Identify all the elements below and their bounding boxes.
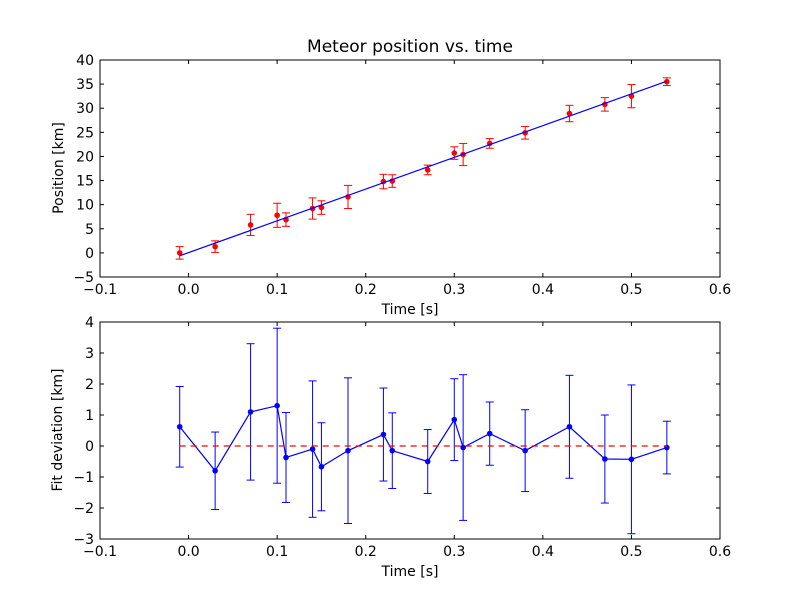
deviation-data-point [380,431,387,438]
deviation-data-point [283,454,289,461]
deviation-y-tick-label: 4 [85,315,94,331]
deviation-x-tick-label: 0.3 [443,544,465,560]
deviation-y-tick-label: 2 [85,377,94,393]
deviation-x-tick-label: 0.1 [266,544,288,560]
position-x-tick-label: 0.4 [532,282,554,298]
deviation-x-tick-label: 0.2 [355,544,377,560]
position-x-tick-label: −0.1 [83,282,117,298]
position-x-tick-label: 0.5 [620,282,642,298]
position-x-tick-label: 0.1 [266,282,288,298]
position-x-tick-label: 0.2 [355,282,377,298]
position-y-tick-label: 10 [76,198,94,214]
deviation-x-tick-label: 0.4 [532,544,554,560]
position-x-tick-label: 0.0 [177,282,199,298]
deviation-data-point [451,416,458,423]
position-data-point [212,243,218,250]
deviation-data-point [345,447,351,454]
deviation-data-point [274,402,280,409]
position-y-tick-label: 5 [85,222,94,238]
deviation-data-point [602,456,608,462]
deviation-y-tick-label: 3 [85,346,94,362]
deviation-data-point [318,463,325,470]
position-y-tick-label: 15 [76,174,94,190]
deviation-x-axis-label: Time [s] [381,564,439,580]
deviation-x-tick-label: −0.1 [83,544,117,560]
deviation-y-tick-label: −3 [73,532,94,548]
deviation-y-tick-label: −2 [73,501,94,517]
deviation-y-axis-label: Fit deviation [km] [50,368,66,491]
position-y-tick-label: −5 [73,270,94,286]
position-y-tick-label: 25 [76,125,94,141]
deviation-axes-frame [99,321,721,540]
position-y-tick-label: 0 [85,246,94,262]
position-y-tick-label: 20 [76,149,94,165]
deviation-chart: −0.1 0.0 0.1 0.2 0.3 0.4 0.5 0.6 −3 −2 −1 0 1 2 3 4 Tim… [50,315,731,580]
deviation-y-tick-label: −1 [73,470,94,486]
position-y-tick-label: 30 [76,101,94,117]
deviation-data-point [212,468,218,474]
position-x-axis-label: Time [s] [381,302,439,318]
deviation-data-point [389,447,396,454]
deviation-y-tick-label: 1 [85,408,94,424]
position-y-tick-label: 40 [76,53,94,69]
deviation-data-point [628,456,635,463]
deviation-x-tick-label: 0.6 [709,544,731,560]
position-y-axis-label: Position [km] [51,122,67,214]
position-plot-area: −0.1 0.0 0.1 0.2 0.3 0.4 0.5 0.6 −5 0 5 10 15 20 25 30 3… [73,53,731,298]
position-x-tick-label: 0.6 [709,282,731,298]
deviation-data-point [247,409,254,415]
deviation-plot-area: −0.1 0.0 0.1 0.2 0.3 0.4 0.5 0.6 −3 −2 −1 0 1 2 3 4 [73,315,731,560]
deviation-data-point [424,458,431,465]
position-axes-frame [99,59,721,278]
position-data-point [247,222,254,228]
position-chart-title: Meteor position vs. time [307,37,513,57]
deviation-x-tick-label: 0.5 [620,544,642,560]
position-data-point [424,167,431,173]
position-data-point [274,212,280,219]
deviation-data-point [522,447,528,454]
position-y-tick-label: 35 [76,77,94,93]
position-x-tick-label: 0.3 [443,282,465,298]
position-chart: Meteor position vs. time −0.1 0.0 0.1 0.2 0.… [51,37,731,318]
deviation-data-point [486,430,493,437]
position-fit-line [179,80,668,257]
deviation-x-tick-label: 0.0 [177,544,199,560]
deviation-data-point [176,423,183,430]
position-data-point [176,250,183,256]
deviation-data-point [460,444,466,451]
deviation-data-point [566,423,573,430]
deviation-y-tick-label: 0 [85,439,94,455]
position-data-point [451,150,458,156]
deviation-data-point [309,446,316,452]
